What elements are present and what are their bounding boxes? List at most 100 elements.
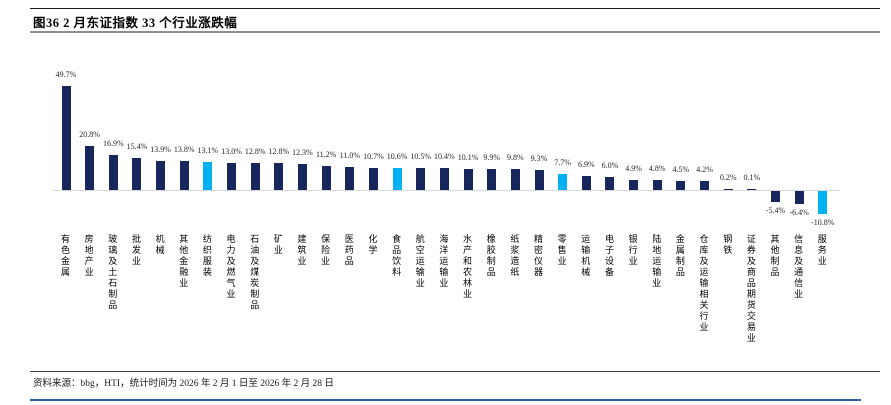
bar-value-label: 10.6% xyxy=(386,151,408,161)
bar-电子设备 xyxy=(605,177,615,190)
bar-value-label: 6.9% xyxy=(577,159,595,169)
bar-value-label: 4.9% xyxy=(625,163,642,173)
bar-食品饮料 xyxy=(392,167,402,190)
bar-value-label: 11.2% xyxy=(315,150,337,160)
bar-海洋运输业 xyxy=(439,168,449,190)
bar-证券及商品期货交易业 xyxy=(747,189,757,190)
category-label-电力及燃气业: 电力及燃气业 xyxy=(225,234,236,300)
bar-value-label: 15.4% xyxy=(126,141,148,151)
category-label-仓库及运输相关行业: 仓库及运输相关行业 xyxy=(698,234,709,333)
bar-医药品 xyxy=(345,166,355,190)
category-label-机械: 机械 xyxy=(154,234,165,256)
bar-value-label: -10.8% xyxy=(811,217,835,227)
bar-value-label: 49.7% xyxy=(55,69,77,79)
category-label-海洋运输业: 海洋运输业 xyxy=(438,234,449,289)
category-label-批发业: 批发业 xyxy=(130,234,141,267)
bar-value-label: -6.4% xyxy=(789,208,809,218)
category-label-医药品: 医药品 xyxy=(343,234,354,267)
category-label-服务业: 服务业 xyxy=(816,234,827,267)
category-label-石油及煤炭制品: 石油及煤炭制品 xyxy=(249,234,260,311)
bar-value-label: 12.8% xyxy=(244,147,266,157)
bar-value-label: 13.8% xyxy=(173,145,195,155)
figure-title: 图36 2 月东证指数 33 个行业涨跌幅 xyxy=(33,16,238,30)
category-label-化学: 化学 xyxy=(367,234,378,256)
bar-房地产业 xyxy=(85,146,95,190)
bar-仓库及运输相关行业 xyxy=(700,181,710,190)
bar-value-label: 11.0% xyxy=(339,150,360,160)
category-label-运输机械: 运输机械 xyxy=(580,234,591,278)
bar-value-label: 13.9% xyxy=(150,144,171,154)
bar-value-label: -5.4% xyxy=(765,206,786,216)
category-label-建筑业: 建筑业 xyxy=(296,234,307,267)
bar-value-label: 9.8% xyxy=(507,153,524,163)
category-label-有色金属: 有色金属 xyxy=(60,234,70,278)
category-label-钢铁: 钢铁 xyxy=(722,234,733,256)
bar-纺织服装 xyxy=(203,162,213,190)
category-label-房地产业: 房地产业 xyxy=(83,234,94,278)
category-label-金属制品: 金属制品 xyxy=(674,234,685,278)
x-axis-baseline xyxy=(52,190,840,191)
category-label-信息及通信业: 信息及通信业 xyxy=(793,234,804,300)
bar-value-label: 9.9% xyxy=(483,153,501,163)
bar-零售业 xyxy=(558,173,568,190)
bar-value-label: 7.7% xyxy=(554,157,571,167)
bar-value-label: 10.1% xyxy=(457,152,479,162)
bar-value-label: 6.0% xyxy=(601,161,619,171)
bottom-accent-rule xyxy=(30,399,861,401)
bar-value-label: 20.8% xyxy=(79,130,100,140)
footer-divider xyxy=(30,371,880,372)
bar-橡胶制品 xyxy=(487,169,497,190)
bar-玻璃及土石制品 xyxy=(108,154,118,190)
bar-银行业 xyxy=(629,179,639,190)
bar-value-label: 4.2% xyxy=(696,165,713,175)
bar-信息及通信业 xyxy=(794,191,804,205)
bar-value-label: 13.0% xyxy=(221,146,242,156)
category-label-证券及商品期货交易业: 证券及商品期货交易业 xyxy=(745,234,756,344)
category-label-电子设备: 电子设备 xyxy=(603,234,614,278)
title-divider xyxy=(30,31,880,33)
bar-批发业 xyxy=(132,157,142,190)
bar-运输机械 xyxy=(581,175,591,190)
industry-bar-chart: 49.7% 有色金属 20.8% 房地产业 16.9% 玻璃及土石制品 15.4% 批发业 13… xyxy=(0,40,891,370)
bar-value-label: 10.5% xyxy=(410,151,432,161)
bar-value-label: 13.1% xyxy=(197,146,219,156)
category-label-保险业: 保险业 xyxy=(320,234,331,267)
bar-value-label: 0.2% xyxy=(719,173,737,182)
bar-矿业 xyxy=(274,163,284,190)
bar-水产和农林业 xyxy=(463,168,473,190)
bar-value-label: 10.7% xyxy=(363,151,384,161)
top-rule xyxy=(30,8,880,9)
category-label-玻璃及土石制品: 玻璃及土石制品 xyxy=(107,234,118,311)
bar-value-label: 4.5% xyxy=(672,164,690,174)
bar-其他制品 xyxy=(771,191,780,203)
bar-有色金属 xyxy=(61,85,71,190)
bar-建筑业 xyxy=(298,164,307,190)
category-label-陆地运输业: 陆地运输业 xyxy=(651,234,662,289)
bar-value-label: 9.3% xyxy=(530,154,548,164)
category-label-精密仪器: 精密仪器 xyxy=(533,234,543,278)
bar-精密仪器 xyxy=(534,170,544,190)
category-label-其他金融业: 其他金融业 xyxy=(178,234,189,289)
bar-保险业 xyxy=(321,166,331,190)
category-label-橡胶制品: 橡胶制品 xyxy=(485,234,496,278)
category-label-零售业: 零售业 xyxy=(556,234,567,267)
category-label-食品饮料: 食品饮料 xyxy=(391,234,402,278)
bar-value-label: 12.8% xyxy=(268,147,290,157)
category-label-水产和农林业: 水产和农林业 xyxy=(462,234,473,300)
bar-value-label: 12.3% xyxy=(292,148,313,158)
bar-value-label: 4.8% xyxy=(648,163,666,173)
category-label-航空运输业: 航空运输业 xyxy=(414,234,425,289)
bar-航空运输业 xyxy=(416,167,426,190)
bar-value-label: 16.9% xyxy=(102,138,124,148)
source-note: 资料来源：bbg，HTI，统计时间为 2026 年 2 月 1 日至 2026 … xyxy=(33,379,334,389)
bar-钢铁 xyxy=(723,189,733,190)
bar-电力及燃气业 xyxy=(227,162,237,190)
bar-其他金融业 xyxy=(179,161,189,190)
bar-化学 xyxy=(368,167,378,190)
category-label-纺织服装: 纺织服装 xyxy=(201,234,212,278)
bar-金属制品 xyxy=(676,180,686,190)
bar-石油及煤炭制品 xyxy=(250,163,260,190)
category-label-纸浆造纸: 纸浆造纸 xyxy=(509,234,520,278)
bar-机械 xyxy=(156,160,166,190)
